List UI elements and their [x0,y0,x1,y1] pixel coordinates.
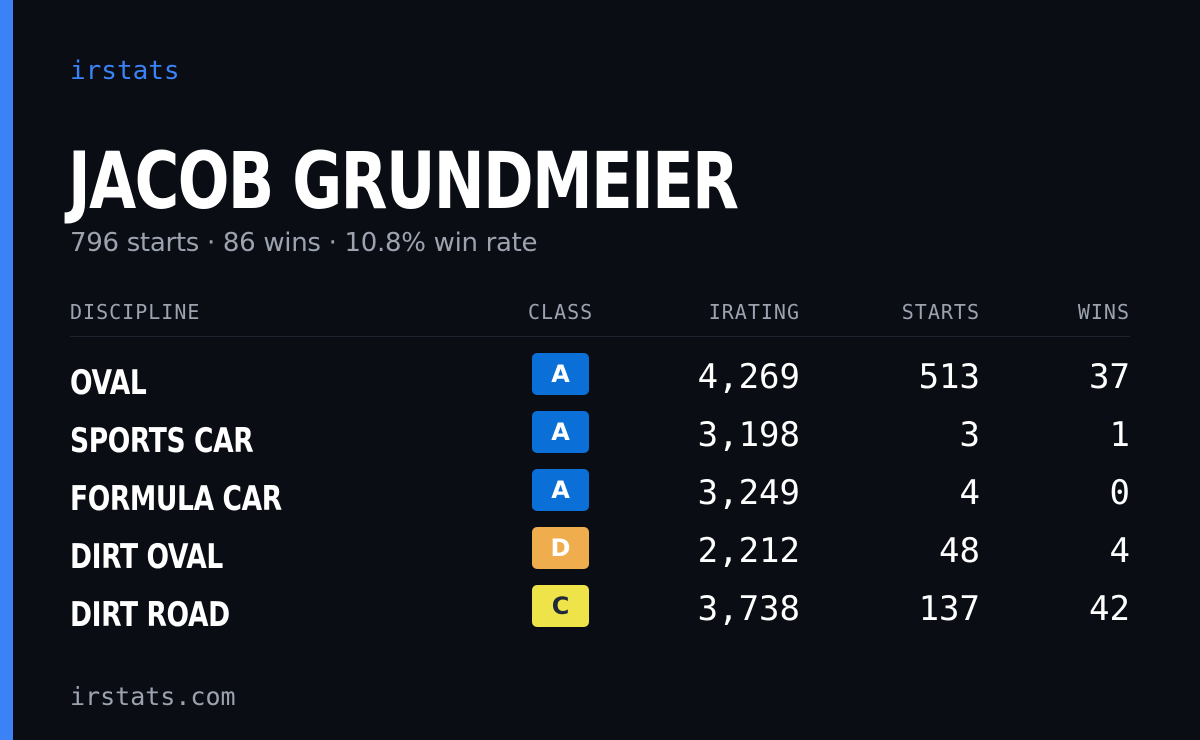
table-row: DIRT OVAL D 2,212 48 4 [70,527,1130,585]
starts-value: 3 [959,415,980,455]
irating-value: 3,249 [697,473,800,513]
discipline-name: DIRT OVAL [70,537,223,577]
discipline-name: SPORTS CAR [70,421,254,461]
table-body: OVAL A 4,269 513 37 SPORTS CAR A 3,198 3… [70,353,1130,643]
wins-value: 4 [1109,531,1130,571]
class-badge: A [532,353,589,395]
irating-value: 2,212 [697,531,800,571]
brand-logo: irstats [70,56,180,86]
wins-value: 1 [1109,415,1130,455]
irating-value: 4,269 [697,357,800,397]
discipline-name: OVAL [70,363,147,403]
table-row: OVAL A 4,269 513 37 [70,353,1130,411]
starts-value: 137 [918,589,980,629]
wins-value: 37 [1089,357,1130,397]
irating-value: 3,738 [697,589,800,629]
wins-value: 42 [1089,589,1130,629]
starts-value: 4 [959,473,980,513]
table-row: DIRT ROAD C 3,738 137 42 [70,585,1130,643]
table-row: FORMULA CAR A 3,249 4 0 [70,469,1130,527]
footer-url: irstats.com [70,682,236,711]
player-summary: 796 starts · 86 wins · 10.8% win rate [70,228,538,258]
irating-value: 3,198 [697,415,800,455]
player-name: JACOB GRUNDMEIER [68,137,739,227]
table-header: DISCIPLINE CLASS IRATING STARTS WINS [70,298,1130,337]
discipline-name: FORMULA CAR [70,479,282,519]
discipline-name: DIRT ROAD [70,595,230,635]
header-discipline: DISCIPLINE [70,300,201,324]
class-badge: D [532,527,589,569]
wins-value: 0 [1109,473,1130,513]
header-irating: IRATING [708,300,800,324]
header-starts: STARTS [901,300,980,324]
stats-table: DISCIPLINE CLASS IRATING STARTS WINS OVA… [70,298,1130,643]
header-class: CLASS [528,300,594,324]
header-wins: WINS [1077,300,1130,324]
starts-value: 513 [918,357,980,397]
class-badge: A [532,469,589,511]
class-badge: C [532,585,589,627]
accent-bar [0,0,13,740]
class-badge: A [532,411,589,453]
starts-value: 48 [939,531,980,571]
table-row: SPORTS CAR A 3,198 3 1 [70,411,1130,469]
